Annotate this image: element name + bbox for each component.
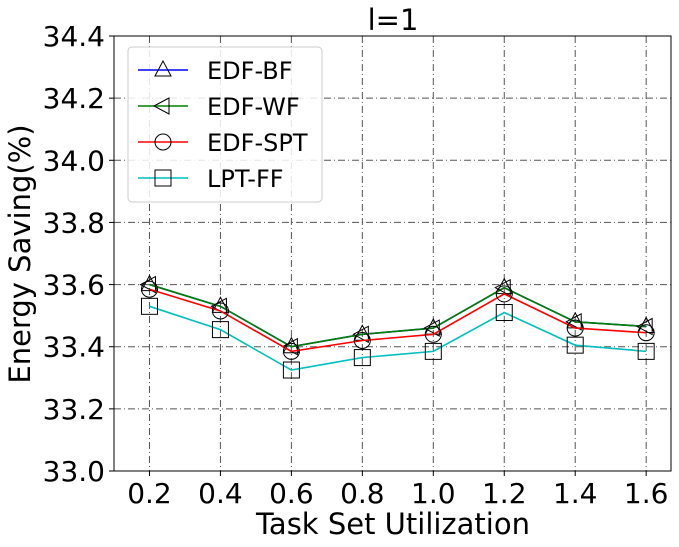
data-point-marker xyxy=(140,274,159,292)
y-tick-label: 34.4 xyxy=(43,20,105,53)
y-axis-label: Energy Saving(%) xyxy=(3,124,37,383)
data-point-marker xyxy=(140,297,158,315)
x-tick-label: 1.0 xyxy=(411,477,456,510)
legend-marker xyxy=(154,133,172,151)
data-point-marker xyxy=(424,325,442,343)
legend: EDF-BF EDF-WF EDF-SPT LPT-FF xyxy=(127,46,323,203)
legend-box xyxy=(127,46,323,203)
series-line xyxy=(149,283,647,348)
legend-item: LPT-FF xyxy=(138,165,284,193)
data-point-marker xyxy=(423,319,440,337)
data-point-marker xyxy=(637,324,655,342)
data-point-marker xyxy=(282,361,300,379)
x-tick-label: 0.4 xyxy=(198,477,243,510)
y-tick-label: 34.2 xyxy=(43,82,105,115)
legend-label: EDF-BF xyxy=(207,57,293,85)
series-line xyxy=(149,305,647,371)
series-edf-spt xyxy=(140,280,655,360)
legend-marker xyxy=(154,59,172,77)
y-axis: 33.0 33.2 33.4 33.6 33.8 34.0 34.2 34.4 xyxy=(43,20,114,488)
x-tick-label: 1.4 xyxy=(553,477,598,510)
y-tick-label: 33.6 xyxy=(43,269,105,302)
data-point-marker xyxy=(566,319,584,337)
data-point-marker xyxy=(495,285,513,303)
data-point-marker xyxy=(565,313,582,331)
x-tick-label: 0.2 xyxy=(127,477,172,510)
y-tick-label: 33.8 xyxy=(43,206,105,239)
series-line xyxy=(149,288,647,353)
legend-item: EDF-SPT xyxy=(138,129,308,157)
series-edf-bf xyxy=(140,274,655,354)
series-layer xyxy=(139,274,655,379)
data-point-marker xyxy=(211,321,229,339)
legend-marker xyxy=(152,97,170,115)
legend-item: EDF-WF xyxy=(138,93,300,121)
plot-frame xyxy=(113,35,672,472)
legend-label: LPT-FF xyxy=(207,165,284,193)
data-point-marker xyxy=(353,349,371,367)
data-point-marker xyxy=(211,302,229,320)
data-point-marker xyxy=(140,280,158,298)
x-tick-label: 0.8 xyxy=(340,477,385,510)
legend-marker xyxy=(154,169,172,187)
data-point-marker xyxy=(637,342,655,360)
x-axis-label: Task Set Utilization xyxy=(255,507,530,541)
x-tick-label: 1.2 xyxy=(482,477,527,510)
data-point-marker xyxy=(566,336,584,354)
series-lpt-ff xyxy=(140,297,655,379)
data-point-marker xyxy=(494,278,511,297)
x-axis: 0.2 0.4 0.6 0.8 1.0 1.2 1.4 1.6 xyxy=(127,471,668,510)
y-tick-label: 33.2 xyxy=(43,393,105,426)
legend-label: EDF-SPT xyxy=(207,129,308,157)
data-point-marker xyxy=(282,342,300,360)
data-point-marker xyxy=(353,332,371,349)
legend-label: EDF-WF xyxy=(207,93,300,121)
y-tick-label: 33.4 xyxy=(43,331,105,364)
x-tick-label: 0.6 xyxy=(269,477,314,510)
chart-title: l=1 xyxy=(368,3,419,37)
data-point-marker xyxy=(424,342,442,360)
data-point-marker xyxy=(636,317,653,336)
data-point-marker xyxy=(495,304,513,322)
y-tick-label: 34.0 xyxy=(43,144,105,177)
data-point-marker xyxy=(352,325,369,344)
x-tick-label: 1.6 xyxy=(624,477,669,510)
legend-item: EDF-BF xyxy=(138,57,293,85)
y-tick-label: 33.0 xyxy=(43,455,105,488)
